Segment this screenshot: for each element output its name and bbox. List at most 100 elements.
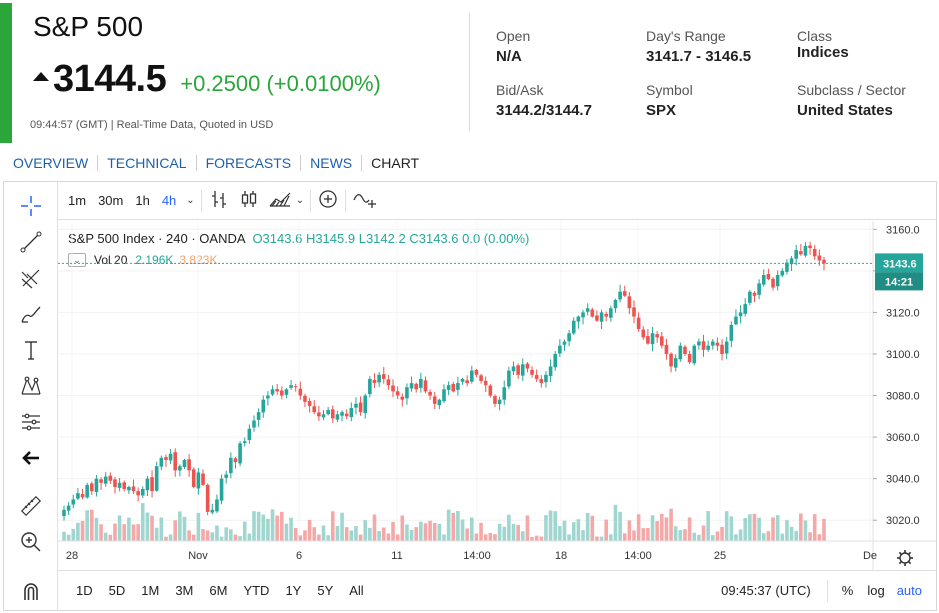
range-1d[interactable]: 1D	[76, 583, 93, 598]
volume-bar	[201, 529, 205, 541]
measure-icon[interactable]	[16, 407, 46, 437]
volume-bar	[321, 525, 326, 541]
nav-forecasts[interactable]: FORECASTS	[197, 155, 302, 171]
range-5d[interactable]: 5D	[108, 583, 126, 598]
range-1m[interactable]: 1M	[141, 583, 160, 598]
volume-bar	[701, 525, 706, 541]
candle-body	[632, 307, 636, 317]
nav-technical[interactable]: TECHNICAL	[98, 155, 197, 171]
candle-body	[729, 324, 734, 341]
chevron-down-icon[interactable]: ⌄	[186, 195, 195, 206]
candle-body	[233, 458, 238, 463]
candle-body	[178, 466, 182, 471]
candle-style-icon[interactable]	[238, 188, 260, 213]
price-row: 3144.5 +0.2500 (+0.0100%)	[33, 58, 381, 101]
volume-bar	[303, 530, 307, 541]
text-icon[interactable]	[16, 335, 46, 365]
crosshair-icon[interactable]	[16, 191, 46, 221]
range-1y[interactable]: 1Y	[285, 583, 302, 598]
candle-body	[94, 478, 99, 493]
percent-toggle[interactable]: %	[841, 583, 854, 598]
brush-icon[interactable]	[16, 299, 46, 329]
zoom-icon[interactable]	[16, 527, 46, 557]
candle-body	[414, 383, 418, 390]
candle-body	[280, 390, 284, 396]
candle-body	[618, 291, 622, 300]
timeframe-30m[interactable]: 30m	[98, 193, 124, 208]
range-6m[interactable]: 6M	[209, 583, 228, 598]
volume-bar	[604, 519, 608, 541]
range-5y[interactable]: 5Y	[317, 583, 334, 598]
stat-bid-ask: Bid/Ask 3144.2/3144.7	[496, 82, 592, 119]
range-all[interactable]: All	[349, 583, 364, 598]
volume-bar	[391, 521, 395, 541]
stat-days-range: Day's Range 3141.7 - 3146.5	[646, 28, 751, 65]
legend-name: S&P 500 Index · 240 · OANDA	[68, 231, 245, 246]
candle-body	[437, 399, 442, 406]
chart-topbar: 1m 30m 1h 4h ⌄ ⌄	[58, 182, 936, 220]
up-arrow-icon	[33, 72, 49, 81]
volume-bar	[312, 527, 317, 541]
timeframe-4h[interactable]: 4h	[161, 193, 177, 208]
range-3m[interactable]: 3M	[175, 583, 194, 598]
candle-body	[817, 255, 822, 261]
candle-body	[363, 395, 368, 414]
compare-icon[interactable]	[352, 188, 378, 213]
volume-bar	[636, 514, 641, 541]
area-style-icon[interactable]	[268, 188, 292, 213]
settings-gear-icon[interactable]	[897, 550, 913, 566]
bar-style-icon[interactable]	[208, 188, 230, 213]
volume-bar	[136, 524, 140, 541]
candle-body	[140, 489, 145, 496]
volume-bar	[808, 532, 812, 541]
fib-icon[interactable]	[16, 263, 46, 293]
volume-bar	[377, 530, 381, 541]
volume-bar	[553, 511, 558, 541]
pattern-icon[interactable]	[16, 371, 46, 401]
candle-body	[229, 457, 233, 474]
log-toggle[interactable]: log	[867, 583, 885, 598]
volume-bar	[224, 527, 228, 541]
volume-bar	[210, 532, 215, 541]
time-tick: 6	[296, 550, 302, 562]
nav-chart[interactable]: CHART	[371, 155, 420, 171]
volume-bar	[62, 531, 66, 541]
candle-body	[136, 491, 140, 496]
volume-bar	[150, 515, 154, 541]
instrument-title: S&P 500	[33, 11, 144, 42]
volume-bar	[159, 517, 164, 541]
volume-bar	[720, 526, 724, 541]
drawing-toolbar	[3, 181, 58, 611]
utc-clock[interactable]: 09:45:37 (UTC)	[721, 583, 811, 598]
volume-bar	[113, 523, 117, 541]
candle-body	[451, 383, 456, 392]
volume-bar	[613, 504, 618, 541]
candle-body	[386, 379, 391, 386]
range-ytd[interactable]: YTD	[243, 583, 270, 598]
time-tick: Nov	[188, 550, 208, 562]
add-indicator-icon[interactable]	[317, 188, 339, 213]
magnet-icon[interactable]	[16, 577, 46, 607]
candle-body	[599, 312, 604, 322]
candle-body	[576, 316, 581, 322]
volume-bar	[145, 512, 150, 541]
price-chart[interactable]: 3160.03140.03120.03100.03080.03060.03040…	[58, 221, 936, 570]
trendline-icon[interactable]	[16, 227, 46, 257]
timeframe-1m[interactable]: 1m	[68, 193, 87, 208]
auto-toggle[interactable]: auto	[896, 583, 922, 598]
back-arrow-icon[interactable]	[16, 443, 46, 473]
candle-body	[173, 452, 178, 471]
ruler-icon[interactable]	[16, 491, 46, 521]
volume-bar	[595, 536, 599, 541]
timeframe-1h[interactable]: 1h	[135, 193, 150, 208]
nav-overview[interactable]: OVERVIEW	[0, 155, 99, 171]
chevron-down-icon[interactable]: ⌄	[295, 195, 305, 206]
candle-body	[822, 259, 826, 264]
candle-body	[567, 333, 571, 342]
time-tick: 14:00	[624, 550, 652, 562]
volume-bar	[678, 530, 683, 541]
candle-body	[646, 336, 650, 344]
collapse-icon[interactable]: ⌄	[68, 253, 86, 267]
nav-news[interactable]: NEWS	[301, 155, 363, 171]
countdown-badge	[875, 272, 923, 291]
